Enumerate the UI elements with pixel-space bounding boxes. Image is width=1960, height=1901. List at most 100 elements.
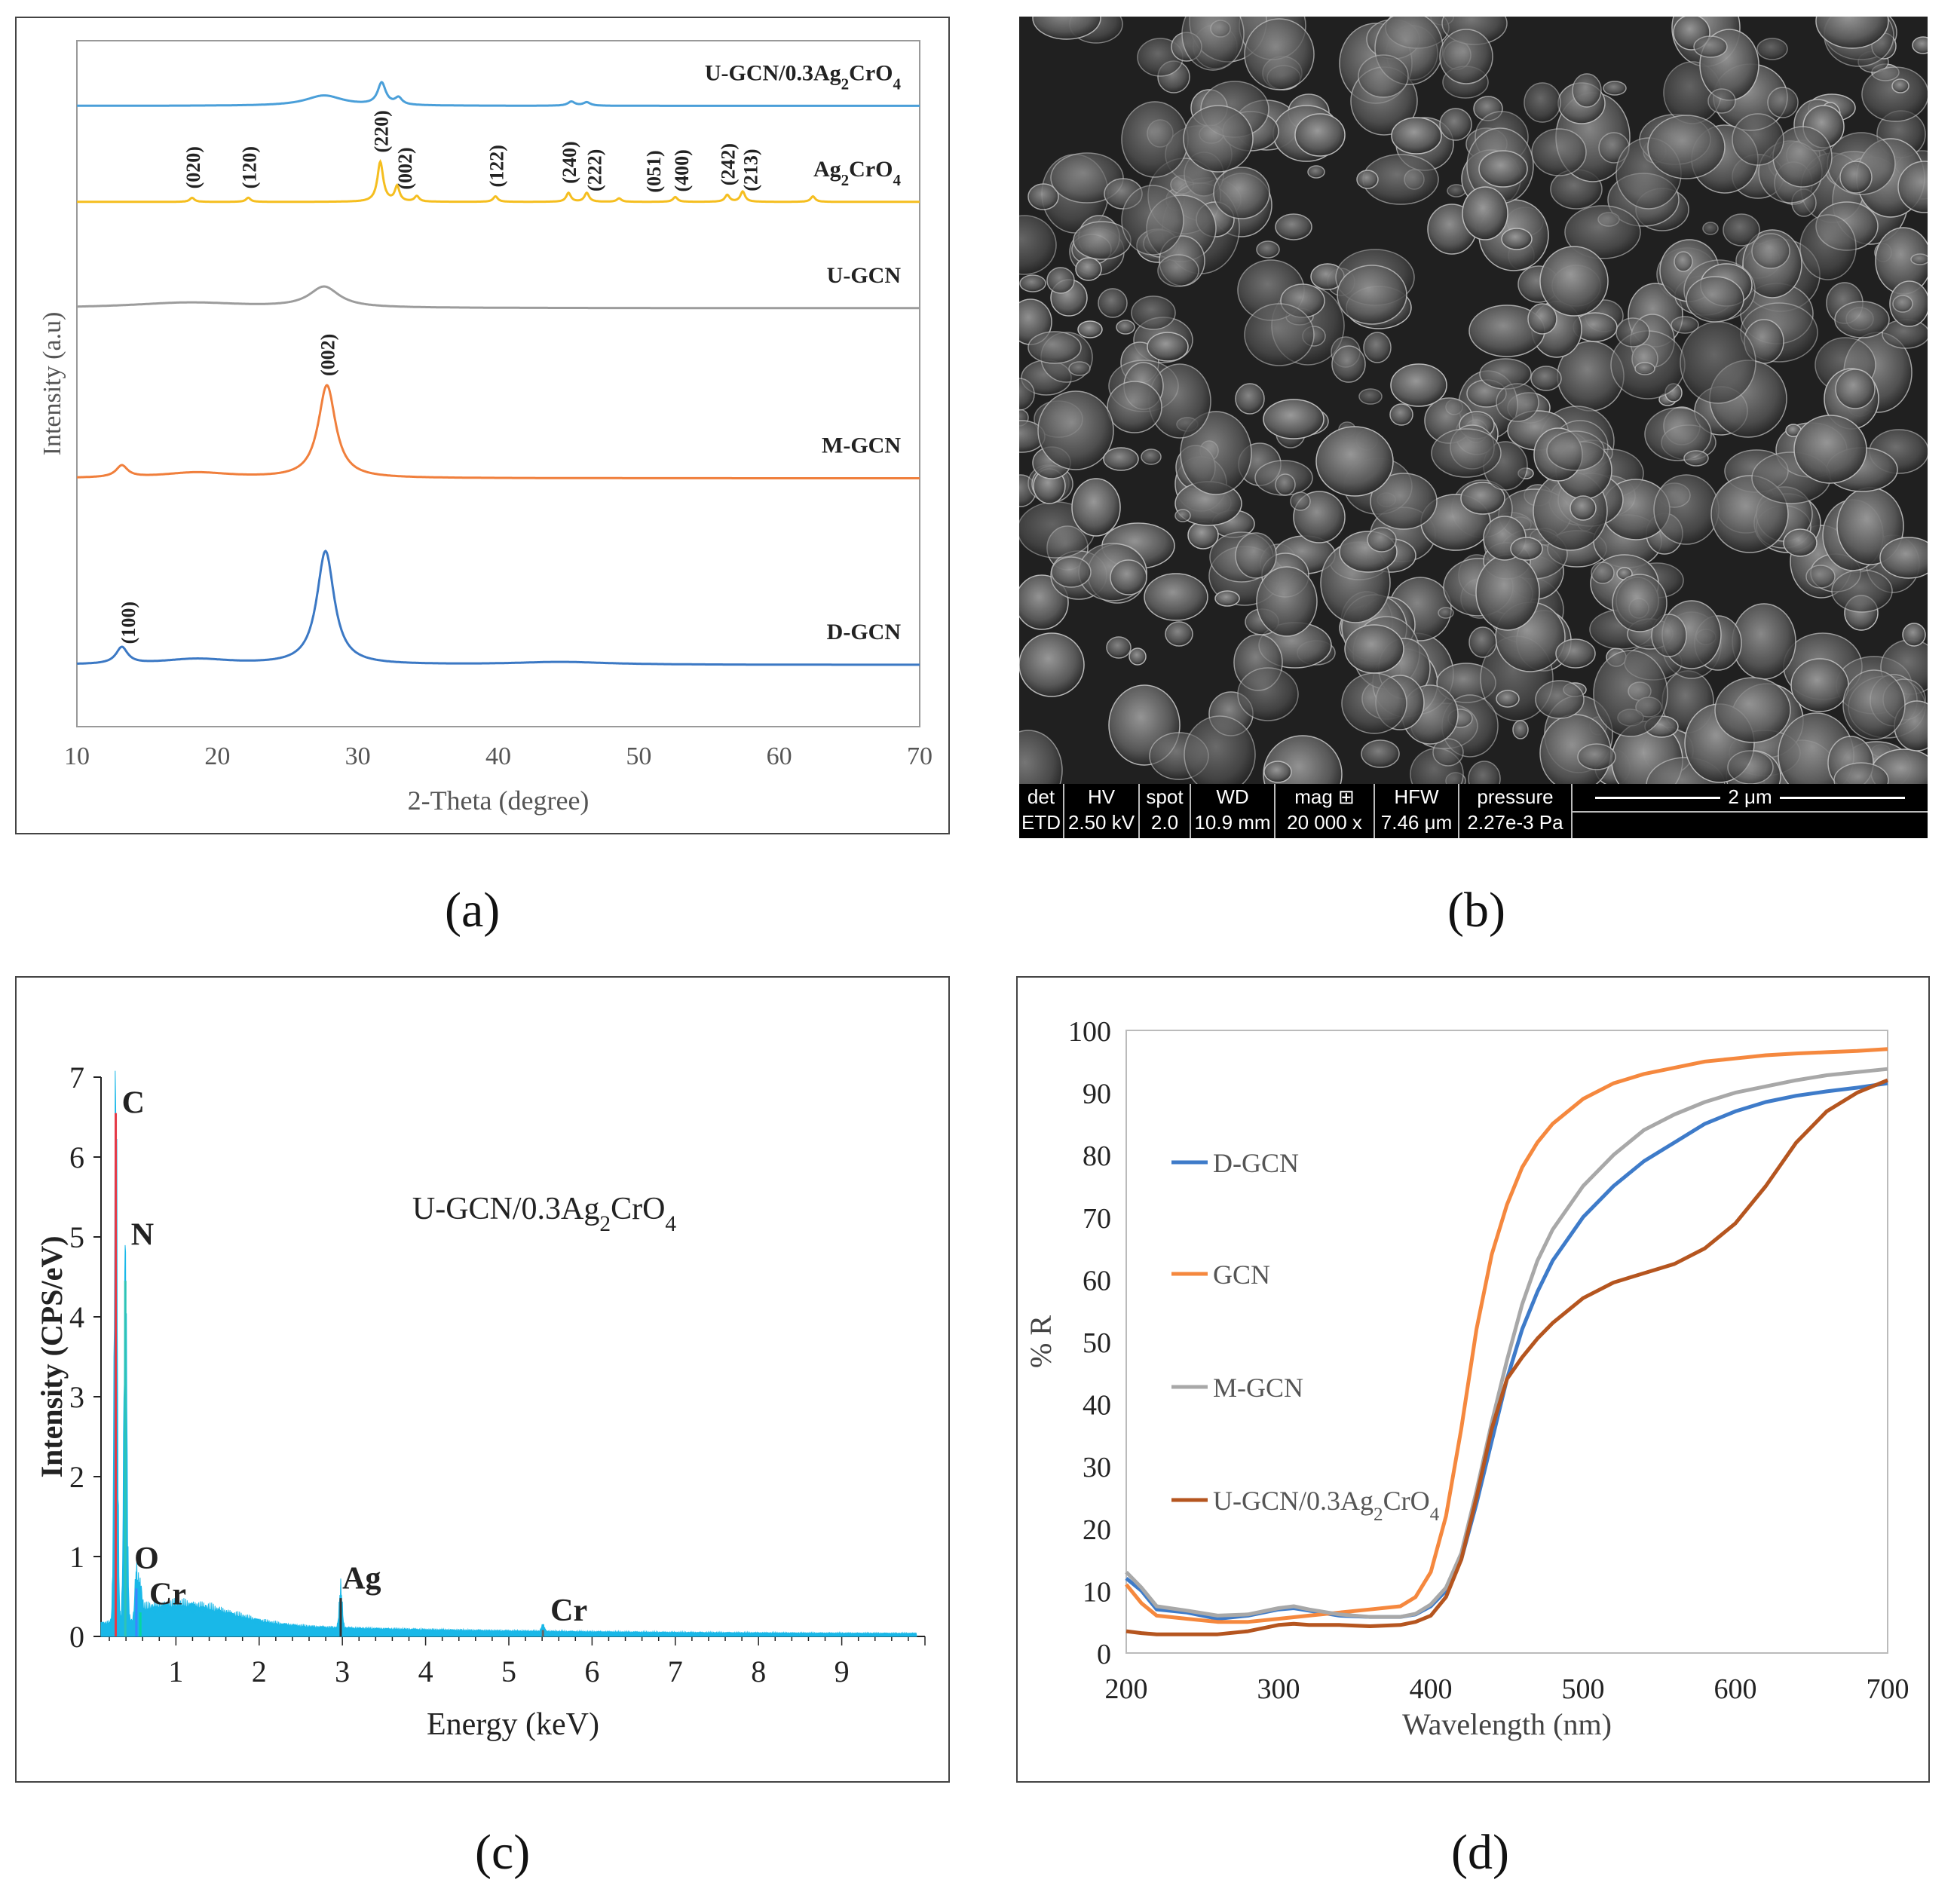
y-tick-label: 6	[69, 1140, 84, 1174]
sem-particle	[1110, 559, 1147, 595]
sem-info-value: 2.50 kV	[1067, 811, 1135, 834]
sem-particle	[1546, 430, 1605, 471]
sem-particle	[1831, 569, 1893, 613]
sem-info-header: mag ⊞	[1294, 785, 1355, 808]
sem-particle	[1674, 251, 1693, 272]
y-tick-label: 5	[69, 1220, 84, 1254]
sem-particle	[1071, 478, 1121, 537]
sem-particle	[1539, 246, 1609, 317]
x-tick-label: 5	[501, 1655, 516, 1688]
sem-particle	[1315, 426, 1394, 497]
sem-particle	[1341, 672, 1407, 734]
xrd-series-line	[76, 549, 920, 666]
xrd-series-line	[77, 384, 920, 479]
sem-particle	[1651, 614, 1687, 657]
sem-particle	[1834, 301, 1890, 338]
sem-particle	[1184, 715, 1256, 794]
sem-info-cell: spot 2.0	[1140, 784, 1191, 838]
drs-series-line	[1125, 1078, 1888, 1636]
sem-particle	[1577, 743, 1616, 770]
x-tick-label: 1	[168, 1655, 183, 1688]
sem-particle	[1615, 317, 1650, 347]
y-tick-label: 60	[1083, 1265, 1111, 1296]
sem-particle	[1707, 88, 1736, 114]
sem-info-value: 10.9 mm	[1194, 811, 1271, 834]
sem-particle	[1439, 108, 1472, 141]
sem-particle	[1912, 36, 1934, 54]
xrd-series-label: M-GCN	[822, 433, 901, 458]
sem-particle	[1478, 150, 1528, 188]
y-axis-label: Intensity (CPS/eV)	[35, 1235, 69, 1477]
miller-index-label: (242)	[718, 143, 740, 185]
sem-particle	[1131, 295, 1176, 330]
sem-particle	[1103, 447, 1139, 471]
sem-particle	[1714, 677, 1791, 743]
sem-particle	[1727, 750, 1774, 785]
sem-particle	[1367, 527, 1397, 553]
sem-particle	[1121, 185, 1184, 256]
sem-particle	[1431, 428, 1502, 478]
sem-particle	[1356, 170, 1379, 189]
sem-particle	[1732, 113, 1784, 166]
sem-info-value: 7.46 μm	[1380, 811, 1453, 834]
xrd-chart: 10 20 30 40 50 60 70 2-Theta (degree) Intensity …	[38, 40, 933, 816]
y-tick-label: 3	[69, 1380, 84, 1414]
panel-d-drs: 0 10 20 30 40 50 60 70 80 90 100 200 300 400 500 600 700…	[1016, 976, 1930, 1783]
sem-micrograph	[992, 0, 1952, 821]
legend-label: M-GCN	[1213, 1373, 1303, 1403]
sem-particle	[1106, 636, 1132, 659]
sem-particle	[1147, 332, 1189, 362]
y-tick-label: 0	[1097, 1639, 1111, 1670]
sem-particle	[1046, 267, 1075, 294]
sem-particle	[1790, 658, 1849, 712]
x-tick-label: 3	[335, 1655, 350, 1688]
panel-a-xrd: 10 20 30 40 50 60 70 2-Theta (degree) Intensity …	[15, 17, 950, 834]
y-tick-label: 2	[69, 1460, 84, 1494]
sem-info-cell: HFW 7.46 μm	[1375, 784, 1459, 838]
legend-label: D-GCN	[1213, 1148, 1299, 1178]
sem-particle	[1144, 573, 1208, 621]
sem-particle	[1183, 105, 1254, 173]
miller-index-label: (120)	[238, 146, 260, 188]
sem-particle	[1018, 632, 1085, 697]
sem-particle	[1805, 565, 1836, 589]
sem-info-cell: HV 2.50 kV	[1064, 784, 1140, 838]
sem-particle	[1751, 233, 1790, 269]
sem-particle	[1098, 288, 1128, 318]
sem-particle	[1344, 624, 1404, 674]
sem-particle	[1363, 332, 1392, 363]
sem-particle	[1564, 205, 1641, 259]
x-tick-label: 500	[1562, 1673, 1605, 1705]
sem-particle	[1180, 411, 1252, 495]
y-tick-label: 30	[1083, 1452, 1111, 1483]
sem-particle	[1634, 362, 1655, 375]
miller-index-label: (002)	[317, 334, 339, 376]
sem-particle	[1683, 450, 1709, 467]
caption-c: (c)	[475, 1825, 531, 1880]
sem-particle	[1512, 720, 1529, 739]
sem-particle	[1603, 81, 1627, 96]
sem-particle	[1671, 316, 1699, 334]
element-label: Cr	[550, 1593, 587, 1628]
sem-particle	[1530, 366, 1562, 391]
element-label: O	[134, 1541, 159, 1576]
y-tick-label: 7	[69, 1061, 84, 1094]
sem-particle	[1861, 66, 1929, 122]
miller-index-label: (240)	[559, 141, 580, 183]
sem-particle	[1647, 115, 1726, 179]
sem-particle	[1256, 240, 1280, 259]
sem-particle	[1237, 667, 1299, 721]
sem-particle	[1475, 554, 1540, 631]
sem-particle	[1531, 128, 1587, 176]
caption-a: (a)	[445, 883, 501, 938]
sem-particle	[1275, 213, 1312, 240]
sem-particle	[1027, 183, 1059, 210]
sem-particle	[1702, 222, 1719, 235]
sem-particle	[1235, 383, 1265, 415]
sem-info-header: HV	[1087, 785, 1116, 808]
edx-chart: 0 1 2 3 4 5 6 7 1 2 3 4 5 6 7 8 9 Energy (keV) Intensity (…	[35, 1061, 926, 1742]
sem-particle	[1723, 213, 1760, 246]
sem-particle	[1256, 566, 1318, 637]
element-label: Cr	[149, 1578, 186, 1612]
y-tick-label: 10	[1083, 1576, 1111, 1608]
